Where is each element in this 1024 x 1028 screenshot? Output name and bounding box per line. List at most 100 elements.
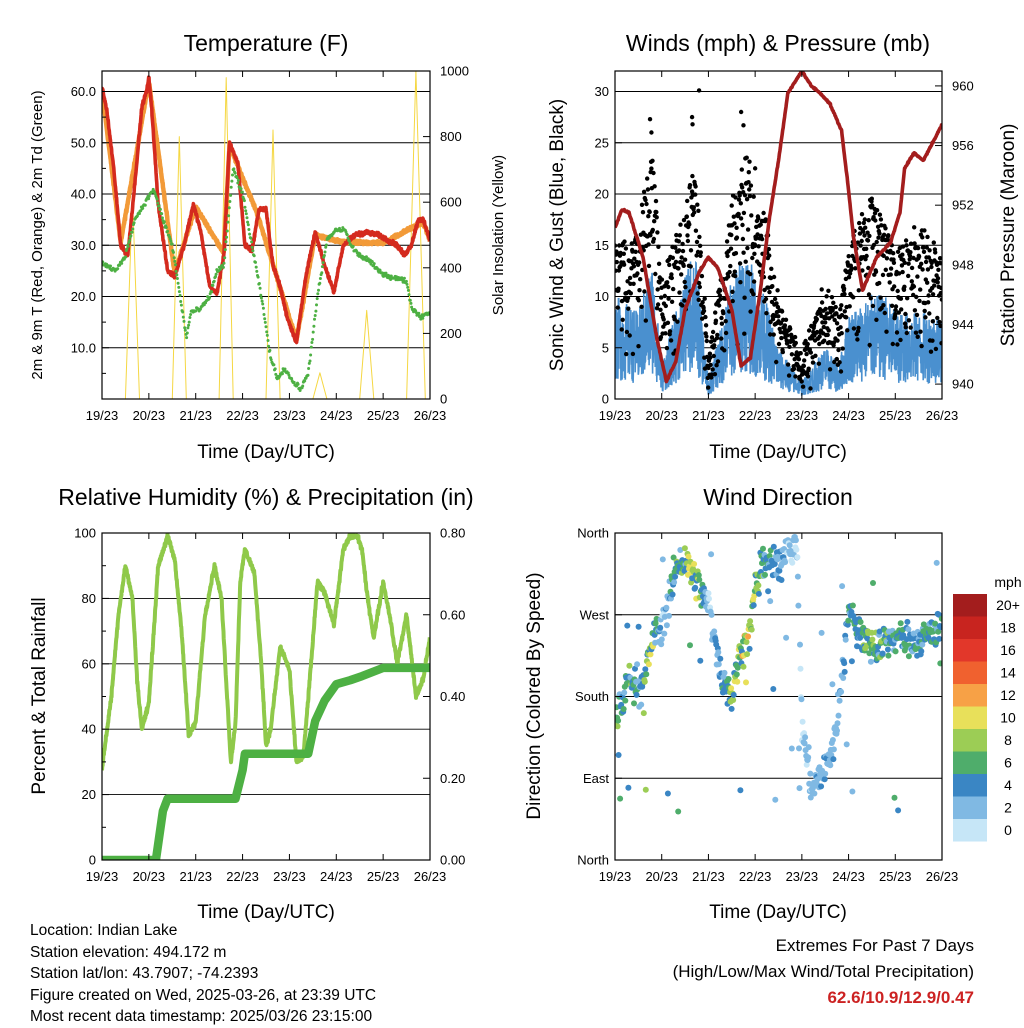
gust-point <box>751 279 757 284</box>
gust-point <box>915 274 920 279</box>
gust-point <box>905 296 910 301</box>
gust-point <box>898 296 904 301</box>
dewpoint-point <box>236 178 240 182</box>
legend-label: 8 <box>1004 732 1012 748</box>
direction-point <box>681 545 688 552</box>
dewpoint-point <box>247 228 251 231</box>
gust-point <box>847 271 853 276</box>
sonic-wind-line <box>615 260 942 396</box>
dewpoint-point <box>378 268 382 272</box>
legend-swatch <box>953 594 987 617</box>
gust-point <box>771 332 776 337</box>
direction-point <box>821 776 828 783</box>
gust-point <box>751 292 756 297</box>
gust-point <box>808 386 813 391</box>
rh-left-ticks: 0 20 40 60 80 100 <box>74 526 109 868</box>
dewpoint-point <box>221 265 225 269</box>
direction-point <box>839 583 846 590</box>
gust-point <box>756 244 761 249</box>
y-tick-label: 40.0 <box>71 187 96 202</box>
gust-point <box>933 346 939 352</box>
gust-point <box>874 239 879 245</box>
y-tick-label-right: 952 <box>952 198 974 213</box>
dewpoint-point <box>147 197 151 201</box>
gust-point <box>680 248 686 254</box>
dewpoint-point <box>242 199 246 203</box>
gust-point <box>918 329 923 334</box>
gust-point <box>871 242 877 248</box>
rh-x-ticks: 19/23 20/23 21/23 22/23 23/23 24/23 25/23 26/23 <box>86 533 446 884</box>
dewpoint-point <box>263 317 267 321</box>
dewpoint-point <box>226 220 230 224</box>
gust-point <box>742 295 747 300</box>
gust-point <box>721 311 726 316</box>
dewpoint-point <box>179 300 183 303</box>
dewpoint-point <box>264 325 268 329</box>
y-tick-label-right: 0.60 <box>440 607 465 622</box>
direction-point <box>687 642 693 649</box>
gust-point <box>745 245 750 251</box>
gust-point <box>646 263 652 269</box>
gust-point <box>673 259 679 265</box>
gust-point <box>878 217 884 222</box>
gust-point <box>712 343 717 348</box>
dewpoint-point <box>116 267 120 271</box>
gust-point <box>655 230 660 235</box>
direction-point <box>793 546 800 553</box>
gust-point <box>741 210 747 216</box>
gust-point <box>823 320 828 325</box>
gust-point <box>833 304 838 310</box>
direction-point <box>786 542 793 549</box>
gust-point <box>625 295 631 301</box>
direction-point <box>708 551 715 558</box>
direction-point <box>717 655 724 662</box>
gust-point <box>900 244 906 249</box>
gust-point <box>894 330 900 335</box>
gust-point <box>777 326 782 332</box>
gust-point <box>696 297 701 302</box>
gust-point <box>898 337 903 343</box>
gust-point <box>922 228 927 233</box>
gust-point <box>715 359 721 364</box>
gust-point <box>776 341 782 347</box>
gust-point <box>801 363 806 369</box>
direction-point <box>747 618 754 625</box>
temperature-right-ticks: 0 200 400 600 800 1000 <box>423 64 469 407</box>
gust-point <box>906 273 911 279</box>
gust-point <box>929 264 934 270</box>
gust-point <box>778 320 784 326</box>
gust-point <box>719 321 725 326</box>
direction-point <box>933 559 940 566</box>
dewpoint-point <box>318 281 322 285</box>
gust-point <box>881 232 887 237</box>
dewpoint-point <box>303 379 307 383</box>
dewpoint-point <box>261 306 265 310</box>
direction-point <box>621 689 628 696</box>
dewpoint-point <box>421 316 425 320</box>
gust-point <box>632 256 637 261</box>
gust-point <box>799 379 804 384</box>
y-tick-label-right: 200 <box>440 326 462 341</box>
dewpoint-point <box>222 261 226 265</box>
gust-point <box>932 283 937 288</box>
gust-point <box>937 319 942 325</box>
gust-point <box>637 288 642 293</box>
direction-point <box>711 628 718 635</box>
direction-point <box>638 701 645 708</box>
dewpoint-point <box>316 292 320 296</box>
x-tick-label: 19/23 <box>599 408 632 423</box>
dewpoint-point <box>176 281 180 285</box>
gust-point <box>864 253 869 259</box>
dewpoint-point <box>183 326 187 330</box>
x-tick-label: 20/23 <box>133 408 166 423</box>
gust-point <box>619 327 624 332</box>
legend-swatch <box>953 796 987 819</box>
gust-point <box>742 193 748 198</box>
direction-point <box>938 615 942 622</box>
gust-point <box>702 366 708 371</box>
direction-point <box>770 543 777 550</box>
direction-point <box>841 668 848 675</box>
gust-point <box>728 246 734 251</box>
direction-point <box>900 632 907 639</box>
dewpoint-point <box>246 220 250 224</box>
